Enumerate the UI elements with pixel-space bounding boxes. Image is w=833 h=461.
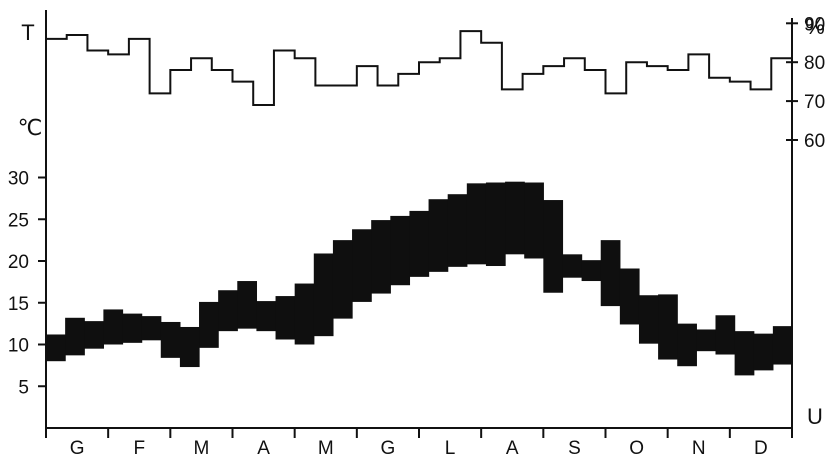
left-axis-unit-label: ℃ — [18, 115, 43, 140]
temp-band-segment — [485, 182, 506, 267]
temp-band-segment — [46, 334, 66, 362]
temp-band-segment — [581, 260, 602, 282]
temp-band-segment — [332, 240, 353, 319]
temp-band-segment — [179, 326, 200, 368]
month-label: D — [754, 438, 768, 459]
left-tick-label: 30 — [8, 169, 29, 190]
temp-band-segment — [562, 254, 583, 278]
temp-band-segment — [313, 253, 334, 337]
temp-band-segment — [199, 301, 219, 348]
month-label: G — [381, 438, 396, 459]
temp-band-segment — [543, 200, 564, 293]
temp-band-segment — [65, 317, 85, 356]
temp-band-segment — [734, 331, 755, 376]
left-tick-label: 15 — [8, 294, 29, 315]
temp-band-segment — [352, 229, 372, 302]
temp-band-segment — [619, 268, 640, 325]
temp-band-segment — [696, 329, 717, 352]
month-label: S — [568, 438, 581, 459]
right-axis-ticks: 60 70 80 90 — [786, 14, 825, 152]
left-axis-ticks: 5 10 15 20 25 30 — [8, 169, 46, 398]
month-label: N — [692, 438, 706, 459]
temp-band-segment — [658, 294, 678, 360]
month-label: A — [506, 438, 519, 459]
temp-band-segment — [371, 220, 391, 294]
temp-band-segment — [505, 181, 525, 255]
right-tick-label: 90 — [804, 14, 825, 35]
month-label: F — [133, 438, 145, 459]
temp-band-segment — [390, 215, 411, 286]
month-label: O — [629, 438, 644, 459]
temp-band-segment — [600, 240, 621, 307]
temp-band-segment — [275, 296, 296, 340]
temp-band-segment — [524, 182, 544, 259]
temp-band-segment — [256, 301, 277, 332]
right-tick-label: 80 — [804, 53, 825, 74]
temp-band-segment — [103, 309, 124, 345]
right-axis-top-label: % — [805, 14, 825, 39]
temp-band-segment — [122, 313, 143, 343]
temp-band-segment — [466, 183, 487, 265]
right-tick-label: 60 — [804, 131, 825, 152]
temp-band-segment — [237, 281, 258, 329]
left-tick-label: 10 — [8, 336, 29, 357]
temp-band-segment — [715, 315, 736, 355]
temp-band-segment — [753, 333, 774, 371]
temp-band-segment — [677, 323, 697, 367]
right-tick-label: 70 — [804, 92, 825, 113]
temperature-band — [46, 181, 793, 376]
temp-band-segment — [160, 321, 181, 358]
temp-band-segment — [409, 210, 430, 277]
right-axis-bottom-label: U — [807, 404, 823, 429]
temp-band-segment — [428, 199, 449, 272]
temp-band-segment — [772, 326, 793, 365]
temp-band-segment — [294, 283, 315, 345]
left-tick-label: 25 — [8, 210, 29, 231]
temp-band-segment — [638, 295, 659, 344]
temp-band-segment — [141, 316, 162, 341]
month-label: A — [257, 438, 270, 459]
temp-band-segment — [84, 321, 104, 349]
left-axis-top-label: T — [21, 20, 34, 45]
month-label: M — [194, 438, 210, 459]
month-label: G — [70, 438, 85, 459]
left-tick-label: 5 — [18, 377, 29, 398]
month-label: M — [318, 438, 334, 459]
temp-band-segment — [218, 290, 238, 332]
month-label: L — [445, 438, 456, 459]
humidity-line — [46, 30, 792, 106]
left-tick-label: 20 — [8, 252, 29, 273]
temp-band-segment — [447, 194, 468, 267]
